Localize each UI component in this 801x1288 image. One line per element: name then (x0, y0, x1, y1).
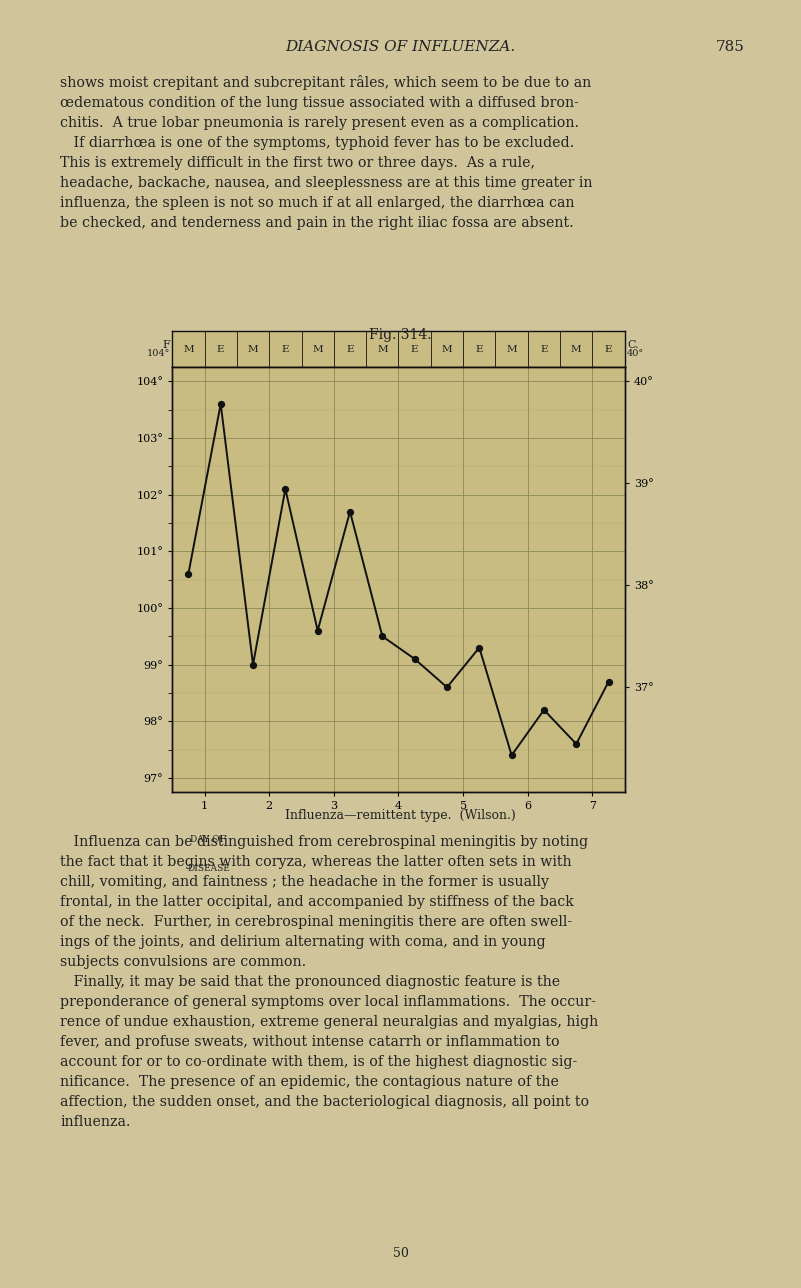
Point (376, 626, 388, 647)
Point (537, 699, 550, 720)
Text: M: M (248, 345, 259, 354)
Point (247, 654, 260, 675)
Point (344, 501, 356, 522)
Point (312, 621, 324, 641)
Text: M: M (571, 345, 582, 354)
Text: DISEASE: DISEASE (187, 864, 230, 873)
Point (570, 734, 582, 755)
Text: E: E (540, 345, 548, 354)
Text: Influenza—remittent type.  (Wilson.): Influenza—remittent type. (Wilson.) (285, 809, 516, 822)
Text: E: E (476, 345, 483, 354)
Point (602, 671, 615, 692)
Point (182, 564, 195, 585)
Point (409, 649, 421, 670)
Text: E: E (346, 345, 354, 354)
Text: M: M (377, 345, 388, 354)
Text: M: M (312, 345, 323, 354)
Text: F: F (162, 340, 170, 350)
Text: E: E (605, 345, 613, 354)
Text: E: E (282, 345, 289, 354)
Text: 50: 50 (392, 1247, 409, 1260)
Text: M: M (506, 345, 517, 354)
Text: E: E (217, 345, 224, 354)
Text: 785: 785 (716, 40, 745, 54)
Text: 104°: 104° (147, 349, 170, 358)
Text: C.: C. (627, 340, 638, 350)
Text: Influenza can be distinguished from cerebrospinal meningitis by noting
the fact : Influenza can be distinguished from cere… (60, 835, 598, 1130)
Text: M: M (183, 345, 194, 354)
Point (473, 638, 485, 658)
Text: DIAGNOSIS OF INFLUENZA.: DIAGNOSIS OF INFLUENZA. (285, 40, 516, 54)
Text: M: M (441, 345, 453, 354)
Point (505, 744, 518, 765)
Text: shows moist crepitant and subcrepitant râles, which seem to be due to an
œdemato: shows moist crepitant and subcrepitant r… (60, 75, 593, 231)
Point (215, 394, 227, 415)
Point (279, 479, 292, 500)
Text: 40°: 40° (627, 349, 644, 358)
Text: DAY OF: DAY OF (191, 835, 227, 844)
Point (441, 677, 453, 698)
Text: E: E (411, 345, 418, 354)
Text: Fig. 314.: Fig. 314. (369, 328, 432, 343)
